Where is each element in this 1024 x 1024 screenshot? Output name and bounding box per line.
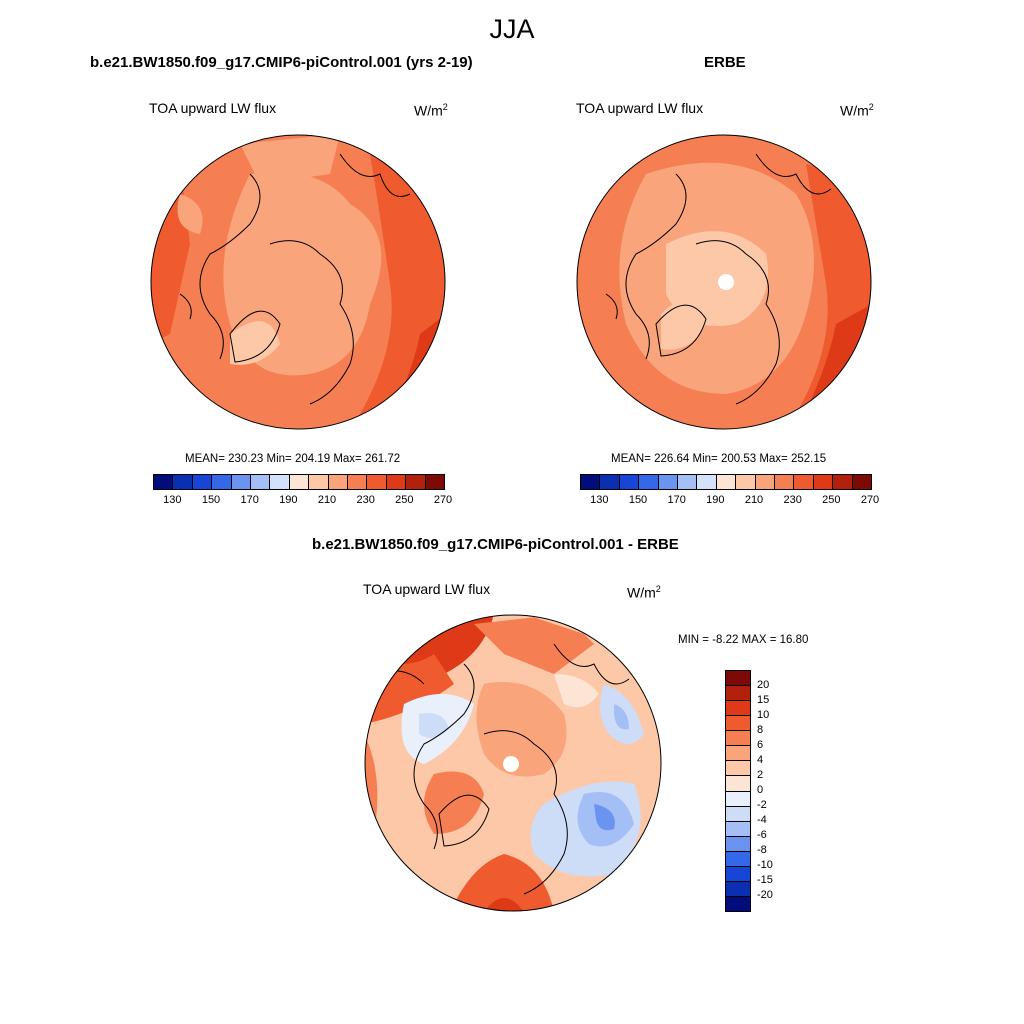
- left-units-label: W/m2: [414, 102, 448, 119]
- colorbar-tick-label: 130: [590, 494, 609, 506]
- colorbar-swatch: [639, 475, 659, 489]
- colorbar-swatch: [270, 475, 290, 489]
- colorbar-swatch: [231, 475, 252, 489]
- colorbar-swatch: [726, 851, 750, 867]
- colorbar-swatch: [726, 821, 750, 837]
- colorbar-swatch: [425, 475, 445, 489]
- colorbar-tick-label: 270: [433, 494, 453, 506]
- colorbar-tick-label: 15: [757, 694, 770, 706]
- colorbar-swatch: [154, 475, 174, 489]
- left-polar-map: [150, 134, 446, 430]
- colorbar-tick-label: 2: [757, 769, 764, 781]
- colorbar-tick-label: -20: [757, 889, 773, 901]
- colorbar-tick-label: 250: [395, 494, 414, 506]
- colorbar-swatch: [726, 686, 750, 702]
- colorbar-swatch: [328, 475, 349, 489]
- colorbar-swatch: [192, 475, 213, 489]
- colorbar-tick-label: 210: [744, 494, 764, 506]
- colorbar-swatch: [736, 475, 756, 489]
- colorbar-swatch: [726, 701, 750, 717]
- colorbar-swatch: [600, 475, 620, 489]
- colorbar-swatch: [794, 475, 814, 489]
- colorbar-tick-label: -4: [757, 814, 767, 826]
- right-panel-title: ERBE: [704, 54, 746, 71]
- diff-units-label: W/m2: [627, 584, 661, 601]
- colorbar-tick-label: 0: [757, 784, 764, 796]
- colorbar-swatch: [726, 806, 750, 822]
- left-panel-title: b.e21.BW1850.f09_g17.CMIP6-piControl.001…: [90, 54, 473, 71]
- colorbar-swatch: [581, 475, 601, 489]
- colorbar-tick-label: -2: [757, 799, 767, 811]
- colorbar-swatch: [678, 475, 698, 489]
- colorbar-tick-label: 250: [822, 494, 841, 506]
- diff-stats: MIN = -8.22 MAX = 16.80: [678, 634, 809, 646]
- colorbar-tick-label: 230: [356, 494, 375, 506]
- diff-polar-map: [364, 614, 662, 912]
- diff-colorbar: [725, 670, 751, 912]
- colorbar-swatch: [251, 475, 271, 489]
- colorbar-tick-label: 20: [757, 679, 770, 691]
- colorbar-swatch: [833, 475, 853, 489]
- left-variable-label: TOA upward LW flux: [149, 100, 277, 116]
- colorbar-swatch: [348, 475, 368, 489]
- colorbar-tick-label: 4: [757, 754, 764, 766]
- colorbar-tick-label: 210: [317, 494, 337, 506]
- colorbar-tick-label: 170: [667, 494, 686, 506]
- colorbar-tick-label: 230: [783, 494, 802, 506]
- colorbar-swatch: [173, 475, 193, 489]
- colorbar-swatch: [726, 731, 750, 747]
- colorbar-tick-label: -6: [757, 829, 767, 841]
- colorbar-swatch: [726, 746, 750, 762]
- left-colorbar: [153, 474, 445, 490]
- colorbar-tick-label: 190: [706, 494, 725, 506]
- right-colorbar: [580, 474, 872, 490]
- colorbar-swatch: [658, 475, 679, 489]
- colorbar-tick-label: -8: [757, 844, 767, 856]
- colorbar-swatch: [726, 881, 750, 897]
- colorbar-tick-label: 10: [757, 709, 770, 721]
- colorbar-tick-label: 150: [201, 494, 221, 506]
- colorbar-tick-label: 150: [628, 494, 648, 506]
- colorbar-tick-label: 270: [860, 494, 880, 506]
- right-stats: MEAN= 226.64 Min= 200.53 Max= 252.15: [611, 453, 827, 465]
- colorbar-swatch: [716, 475, 737, 489]
- diff-variable-label: TOA upward LW flux: [363, 581, 491, 597]
- colorbar-tick-label: 6: [757, 739, 764, 751]
- colorbar-swatch: [726, 836, 750, 852]
- colorbar-swatch: [852, 475, 872, 489]
- colorbar-swatch: [726, 866, 750, 882]
- right-variable-label: TOA upward LW flux: [576, 100, 704, 116]
- colorbar-swatch: [726, 761, 750, 777]
- figure-title: JJA: [489, 14, 535, 44]
- colorbar-swatch: [775, 475, 795, 489]
- colorbar-swatch: [309, 475, 329, 489]
- right-polar-map: [576, 134, 872, 430]
- colorbar-swatch: [755, 475, 776, 489]
- colorbar-swatch: [406, 475, 426, 489]
- colorbar-swatch: [619, 475, 640, 489]
- colorbar-swatch: [726, 791, 750, 807]
- colorbar-swatch: [726, 671, 750, 687]
- colorbar-swatch: [386, 475, 407, 489]
- colorbar-swatch: [813, 475, 834, 489]
- colorbar-tick-label: 170: [240, 494, 259, 506]
- colorbar-swatch: [726, 776, 750, 792]
- colorbar-tick-label: 8: [757, 724, 764, 736]
- colorbar-tick-label: -15: [757, 874, 773, 886]
- colorbar-swatch: [212, 475, 232, 489]
- colorbar-swatch: [726, 716, 750, 732]
- colorbar-swatch: [367, 475, 387, 489]
- colorbar-swatch: [289, 475, 310, 489]
- colorbar-tick-label: 190: [279, 494, 298, 506]
- right-units-label: W/m2: [840, 102, 874, 119]
- colorbar-tick-label: -10: [757, 859, 773, 871]
- diff-panel-title: b.e21.BW1850.f09_g17.CMIP6-piControl.001…: [312, 536, 679, 553]
- left-stats: MEAN= 230.23 Min= 204.19 Max= 261.72: [185, 453, 401, 465]
- colorbar-tick-label: 130: [163, 494, 182, 506]
- colorbar-swatch: [726, 896, 750, 911]
- colorbar-swatch: [697, 475, 717, 489]
